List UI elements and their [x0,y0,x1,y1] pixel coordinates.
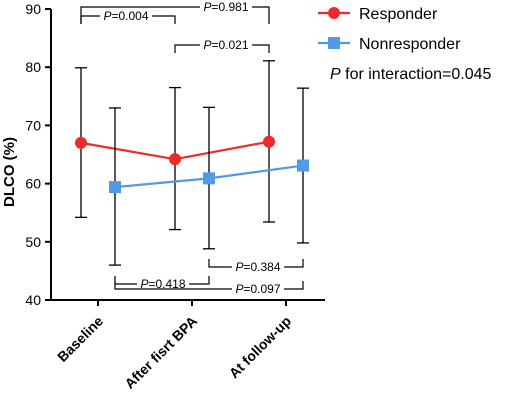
comparison-bracket: P=0.004 [80,8,176,24]
comparison-bracket: P=0.384 [208,259,304,274]
y-tick-label: 80 [25,59,41,75]
x-tick-label: After fisrt BPA [121,313,200,392]
comparison-bracket: P=0.981 [80,0,270,24]
y-tick-label: 50 [25,234,41,250]
bracket-label-bg [231,259,285,274]
comparison-bracket: P=0.021 [174,37,270,53]
data-point [203,172,215,185]
y-tick-label: 60 [25,176,41,192]
data-point [109,181,121,194]
legend-marker [328,7,340,19]
p-value-label: P=0.418 [140,277,185,291]
series-nonresponder [109,87,309,266]
series-responder [75,60,275,231]
bracket-label-bg [99,8,153,23]
bracket-line [80,6,270,24]
y-axis-label: DLCO (%) [1,137,18,207]
y-tick-label: 90 [25,1,41,17]
y-tick-label: 70 [25,117,41,133]
comparison-bracket: P=0.418 [114,276,210,291]
p-value-label: P=0.021 [203,38,248,52]
data-point [263,135,275,148]
x-tick-label: Baseline [54,313,106,365]
p-value-label: P=0.384 [235,260,280,274]
p-value-label: P=0.097 [235,282,280,296]
interaction-p-label: P for interaction=0.045 [330,66,492,83]
comparison-bracket: P=0.097 [114,281,304,296]
x-tick-label: At follow-up [226,313,295,382]
legend-label: Responder [359,6,438,23]
y-tick-label: 40 [25,292,41,308]
data-point [75,136,87,149]
bracket-label-bg [136,276,190,291]
bracket-line [114,281,304,290]
bracket-label-bg [199,0,253,14]
legend-item-nonresponder: Nonresponder [318,36,461,53]
p-value-label: P=0.004 [103,9,148,23]
bracket-label-bg [199,37,253,52]
legend-label: Nonresponder [359,36,461,53]
data-point [297,159,309,172]
data-point [169,153,181,166]
legend-marker [328,37,340,49]
p-value-label: P=0.981 [203,0,248,14]
comparison-brackets: P=0.004 P=0.981 P=0.021 P=0.384 P=0.418 P=0.0… [80,0,304,296]
series-layer [75,60,309,266]
bracket-label-bg [231,281,285,296]
legend: Responder Nonresponder P for interaction=0… [318,6,492,83]
legend-item-responder: Responder [318,6,438,23]
